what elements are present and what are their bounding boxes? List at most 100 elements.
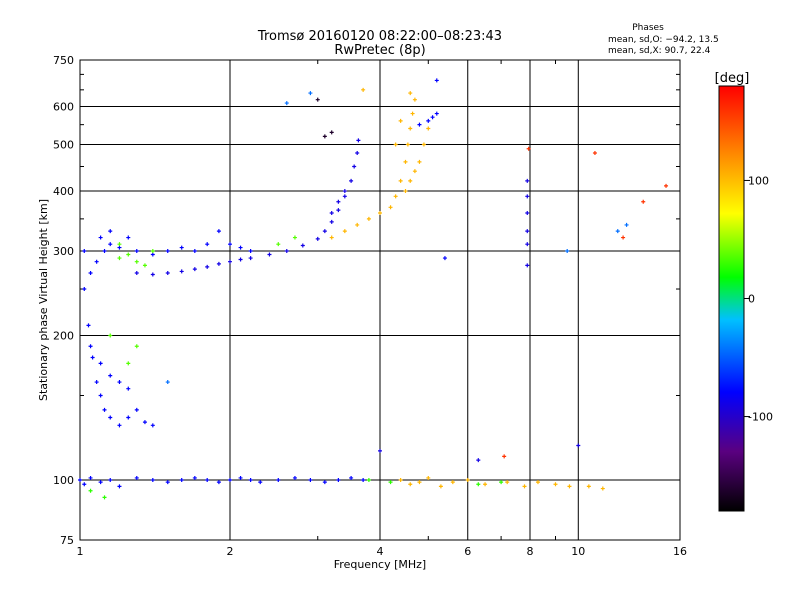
y-tick-label: 75	[60, 534, 74, 547]
data-point	[192, 249, 197, 254]
data-point	[664, 183, 669, 188]
data-point	[356, 138, 361, 143]
data-point	[421, 142, 426, 147]
colorbar-ticks: 100 0 -100	[744, 174, 773, 424]
data-point	[412, 97, 417, 102]
data-point	[192, 267, 197, 272]
data-point	[98, 480, 103, 485]
data-point	[426, 475, 431, 480]
data-point	[525, 263, 530, 268]
data-point	[434, 111, 439, 116]
data-point	[408, 126, 413, 131]
data-point	[641, 199, 646, 204]
data-point	[102, 495, 107, 500]
data-point	[165, 480, 170, 485]
data-point	[108, 373, 113, 378]
data-point	[142, 263, 147, 268]
data-point	[378, 211, 382, 216]
data-point	[134, 344, 139, 349]
data-point	[216, 480, 221, 485]
data-point	[361, 87, 366, 92]
data-point	[502, 454, 507, 459]
colorbar-tick-label: 100	[748, 174, 769, 187]
data-point	[150, 423, 155, 428]
data-point	[228, 478, 232, 483]
data-point	[322, 134, 327, 139]
data-point	[134, 475, 139, 480]
data-point	[179, 478, 184, 483]
data-point	[403, 189, 408, 194]
data-point	[292, 235, 297, 240]
data-point	[342, 229, 347, 234]
data-point	[361, 478, 366, 483]
data-point	[442, 256, 447, 261]
data-point	[228, 242, 232, 247]
data-point	[126, 235, 131, 240]
data-point	[315, 97, 320, 102]
data-point	[355, 222, 360, 227]
data-point	[117, 484, 122, 489]
y-tick-label: 500	[53, 139, 74, 152]
data-point	[336, 208, 341, 213]
data-point	[238, 475, 243, 480]
data-point	[592, 151, 597, 156]
data-point	[329, 235, 334, 240]
data-point	[322, 229, 327, 234]
x-tick-label: 8	[527, 545, 534, 558]
grid-lines	[80, 60, 680, 540]
data-point	[398, 178, 403, 183]
data-point	[205, 264, 210, 269]
y-tick-label: 400	[53, 185, 74, 198]
data-point	[117, 256, 122, 261]
y-tick-labels: 75 100 200 300 400 500 600 750	[53, 54, 74, 547]
data-point	[142, 420, 147, 425]
y-tick-label: 750	[53, 54, 74, 67]
data-point	[525, 242, 530, 247]
x-tick-label: 4	[377, 545, 384, 558]
data-point	[248, 249, 253, 254]
data-point	[434, 78, 439, 83]
data-point	[408, 482, 413, 487]
data-point	[465, 478, 470, 483]
data-point	[98, 235, 103, 240]
data-point	[108, 478, 113, 483]
data-point	[483, 482, 488, 487]
data-point	[98, 393, 103, 398]
data-point	[565, 249, 570, 254]
data-point	[228, 259, 232, 264]
data-point	[300, 243, 305, 248]
data-point	[126, 361, 131, 366]
data-point	[405, 142, 410, 147]
data-point	[82, 482, 87, 487]
data-point	[117, 242, 122, 247]
y-tick-label: 600	[53, 101, 74, 114]
data-point	[179, 269, 184, 274]
colorbar	[718, 85, 745, 512]
data-point	[393, 194, 398, 199]
data-point	[352, 164, 357, 169]
colorbar-tick-label: 0	[748, 293, 755, 306]
y-tick-label: 100	[53, 474, 74, 487]
data-point	[126, 252, 131, 257]
data-point	[322, 480, 327, 485]
data-point	[329, 219, 334, 224]
data-point	[624, 222, 629, 227]
data-point	[430, 115, 435, 120]
x-tick-label: 6	[464, 545, 471, 558]
data-point	[349, 475, 354, 480]
data-point	[412, 169, 417, 174]
data-point	[165, 249, 170, 254]
data-point	[398, 118, 403, 123]
data-point	[248, 256, 253, 261]
data-point	[505, 480, 510, 485]
data-point	[408, 178, 413, 183]
data-point	[192, 475, 197, 480]
data-point	[88, 344, 93, 349]
data-point	[408, 91, 413, 96]
data-point	[82, 249, 87, 254]
chart-subtitle: RwPretec (8p)	[334, 43, 425, 58]
data-point	[526, 146, 531, 151]
data-point	[90, 355, 95, 360]
data-point	[525, 178, 530, 183]
